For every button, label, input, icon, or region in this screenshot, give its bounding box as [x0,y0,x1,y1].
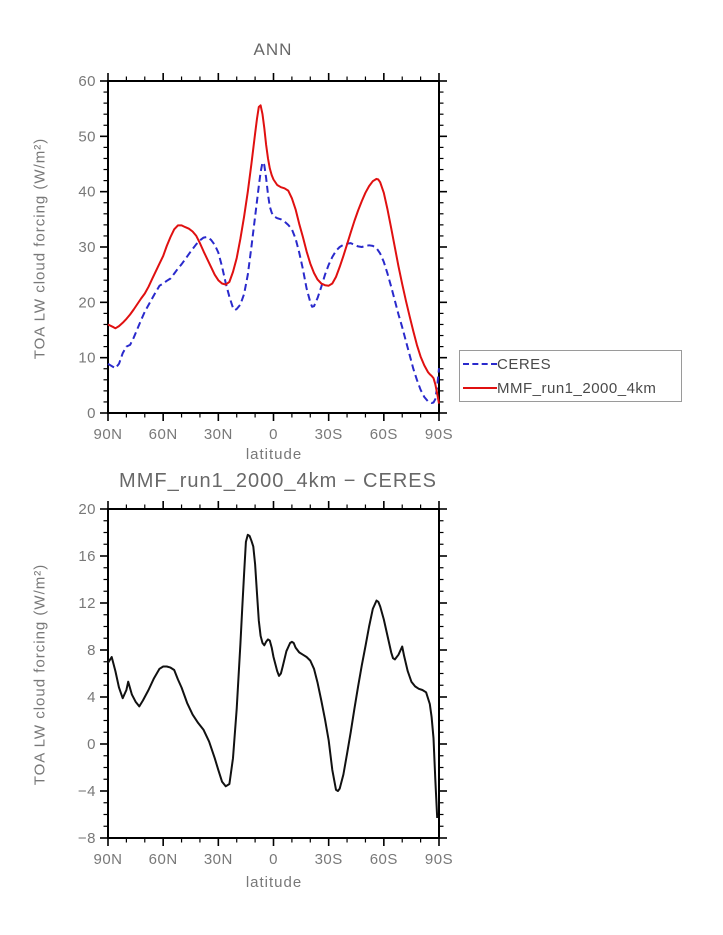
top-panel-title: ANN [253,40,293,59]
legend-label-mmf: MMF_run1_2000_4km [497,379,657,397]
svg-text:30S: 30S [315,851,343,868]
axis-ticks [100,73,447,421]
svg-text:90S: 90S [425,851,453,868]
svg-text:60S: 60S [370,851,398,868]
svg-text:16: 16 [78,548,96,565]
panel-0: 90N 60N 30N 0 30S 60S 90S 0 10 20 30 40 50 60 [78,73,453,443]
legend-label-ceres: CERES [497,355,552,373]
ceres-curve [107,161,440,404]
ceres-dashed-line-sample [463,363,497,365]
svg-text:0: 0 [87,736,96,753]
legend-box: CERES MMF_run1_2000_4km [459,350,682,402]
svg-text:50: 50 [78,128,96,145]
svg-text:20: 20 [78,501,96,518]
top-xaxis-label: latitude [245,446,303,463]
legend-item-ceres: CERES [460,353,681,375]
svg-text:30S: 30S [315,426,343,443]
tick-labels: 90N 60N 30N 0 30S 60S 90S 0 10 20 30 40 50 60 [78,73,453,443]
mmf-run1-2000-4km-ceres-curve [107,533,439,819]
svg-text:30N: 30N [204,851,233,868]
svg-text:60N: 60N [149,426,178,443]
svg-text:4: 4 [87,689,96,706]
axis-ticks [100,501,447,846]
svg-text:60N: 60N [149,851,178,868]
svg-text:0: 0 [269,426,278,443]
svg-text:60: 60 [78,73,96,90]
top-yaxis-label: TOA LW cloud forcing (W/m²) [31,137,49,360]
bottom-yaxis-label: TOA LW cloud forcing (W/m²) [31,563,49,786]
svg-text:20: 20 [78,294,96,311]
panel-1: 90N 60N 30N 0 30S 60S 90S −8 −4 0 4 8 12 16 20 [78,501,453,868]
svg-text:40: 40 [78,184,96,201]
svg-text:10: 10 [78,350,96,367]
svg-text:30N: 30N [204,426,233,443]
bottom-panel-title: MMF_run1_2000_4km − CERES [119,470,437,492]
svg-text:12: 12 [78,595,96,612]
svg-text:90S: 90S [425,426,453,443]
mmf-run1-2000-4km-curve [107,104,440,404]
mmf-solid-line-sample [463,387,497,389]
svg-text:−4: −4 [78,783,96,800]
svg-text:90N: 90N [93,426,122,443]
bottom-xaxis-label: latitude [245,874,303,891]
svg-text:0: 0 [269,851,278,868]
svg-text:−8: −8 [78,830,96,847]
tick-labels: 90N 60N 30N 0 30S 60S 90S −8 −4 0 4 8 12 16 20 [78,501,453,868]
svg-text:60S: 60S [370,426,398,443]
svg-text:0: 0 [87,405,96,422]
svg-text:8: 8 [87,642,96,659]
legend-item-mmf: MMF_run1_2000_4km [460,377,681,399]
svg-text:30: 30 [78,239,96,256]
svg-text:90N: 90N [93,851,122,868]
